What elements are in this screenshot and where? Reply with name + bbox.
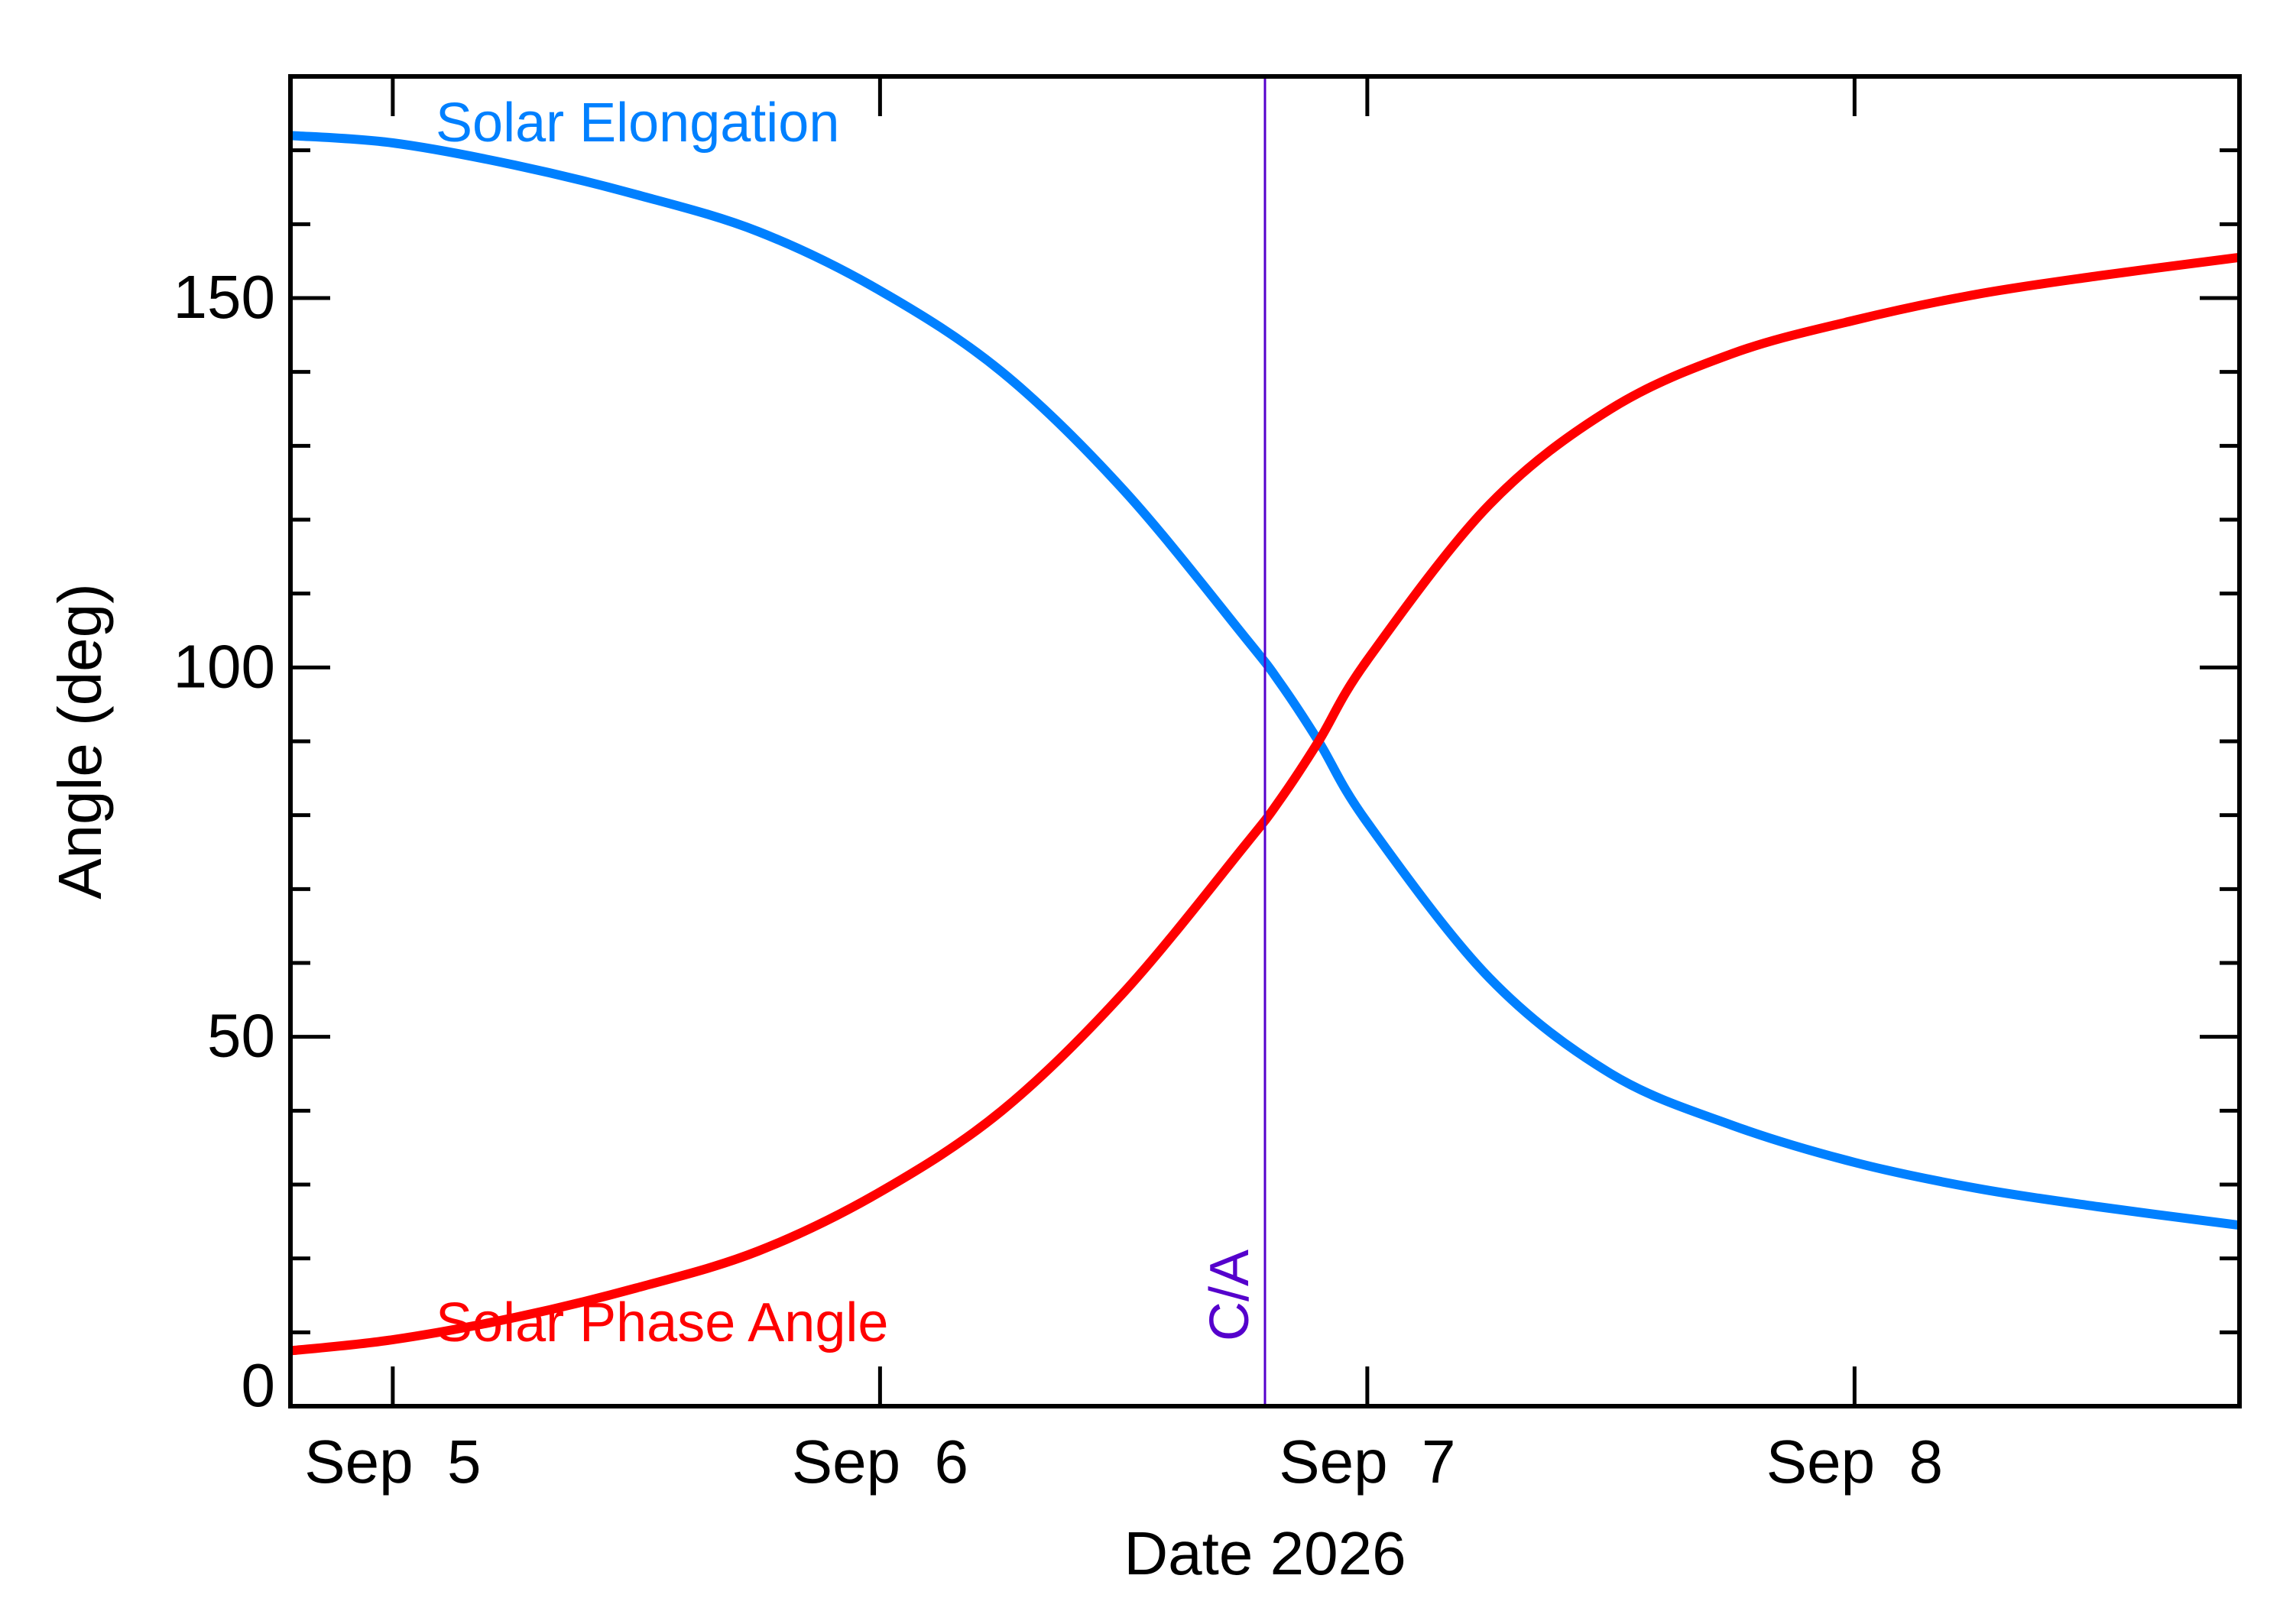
x-tick-label: Sep 6 [792, 1428, 968, 1496]
y-tick-label: 0 [242, 1351, 276, 1419]
closest-approach-label: C/A [1199, 1250, 1260, 1341]
x-tick-label: Sep 7 [1279, 1428, 1455, 1496]
x-tick-label: Sep 5 [304, 1428, 481, 1496]
series-line-solar-elongation [290, 131, 2240, 1230]
y-axis-label: Angle (deg) [46, 583, 114, 900]
y-tick-label: 100 [174, 632, 275, 700]
x-tick-label: Sep 8 [1766, 1428, 1943, 1496]
ticks-layer: 0 50 100 150 Sep 5 Sep 6 Sep 7 Sep 8 [174, 74, 2239, 1496]
annotation-layer: C/A [1199, 76, 1267, 1406]
x-axis-label: Date 2026 [1124, 1519, 1406, 1587]
series-label-solar-elongation: Solar Elongation [436, 92, 839, 154]
y-tick-label: 50 [207, 1002, 275, 1070]
series-label-solar-phase-angle: Solar Phase Angle [436, 1292, 888, 1353]
y-tick-label: 150 [174, 263, 275, 331]
series-layer: Solar Elongation Solar Phase Angle [290, 92, 2240, 1356]
labels-layer: Date 2026 Angle (deg) [46, 583, 1406, 1587]
series-line-solar-phase-angle [290, 252, 2240, 1356]
